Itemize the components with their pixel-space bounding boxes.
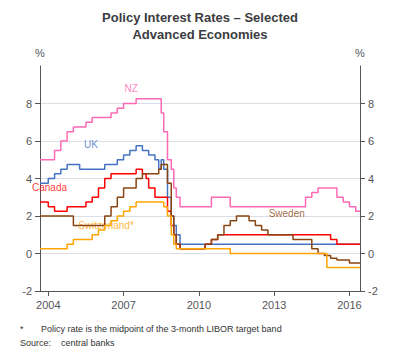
- svg-text:2016: 2016: [337, 299, 361, 311]
- svg-text:0: 0: [368, 248, 374, 260]
- svg-text:8: 8: [26, 98, 32, 110]
- svg-text:2004: 2004: [36, 299, 60, 311]
- svg-text:6: 6: [368, 135, 374, 147]
- svg-text:8: 8: [368, 98, 374, 110]
- svg-text:2010: 2010: [187, 299, 211, 311]
- svg-text:4: 4: [368, 173, 374, 185]
- svg-text:2007: 2007: [111, 299, 135, 311]
- svg-text:NZ: NZ: [124, 83, 137, 94]
- svg-text:4: 4: [25, 172, 32, 185]
- svg-text:* Policy rate is the mid: * Policy rate is the midpoint of the 3-m…: [20, 324, 282, 334]
- svg-text:Sweden: Sweden: [269, 208, 305, 219]
- svg-text:%: %: [355, 47, 365, 59]
- svg-text:2013: 2013: [262, 299, 286, 311]
- svg-text:%: %: [35, 47, 45, 59]
- svg-text:Policy Interest Rates – Select: Policy Interest Rates – Selected: [102, 10, 298, 25]
- svg-text:Source: central banks: Source: central banks: [20, 338, 115, 348]
- svg-text:-2: -2: [22, 285, 32, 297]
- svg-text:2: 2: [26, 210, 32, 222]
- svg-text:Advanced Economies: Advanced Economies: [132, 27, 267, 42]
- svg-text:Canada: Canada: [32, 182, 67, 193]
- svg-text:Switzerland*: Switzerland*: [78, 219, 134, 231]
- svg-text:-2: -2: [368, 285, 378, 297]
- svg-text:6: 6: [26, 135, 32, 147]
- svg-text:2: 2: [368, 210, 374, 222]
- svg-text:0: 0: [26, 248, 32, 260]
- svg-text:UK: UK: [84, 139, 98, 150]
